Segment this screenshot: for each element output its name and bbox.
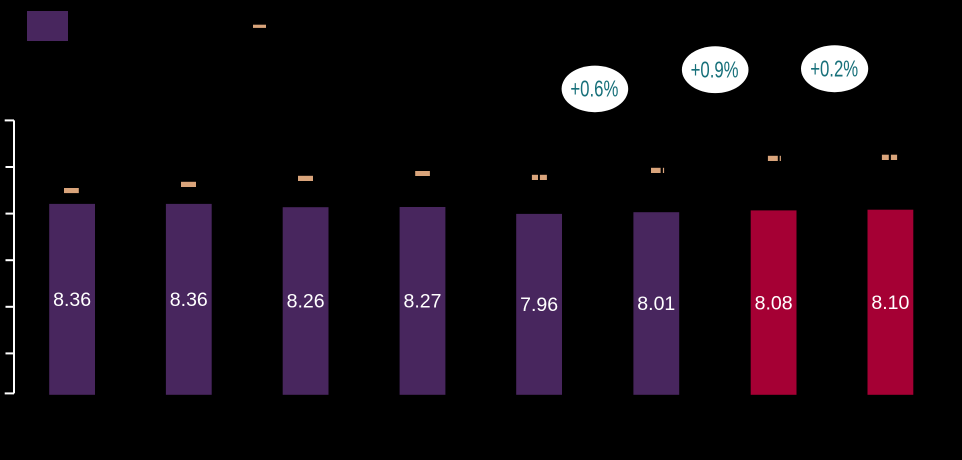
svg-text:8.26: 8.26: [287, 291, 325, 313]
svg-text:8.08: 8.08: [755, 292, 793, 314]
svg-text:+0.9%: +0.9%: [691, 56, 739, 82]
svg-text:+0.6%: +0.6%: [570, 76, 618, 102]
svg-text:8.36: 8.36: [53, 289, 91, 311]
svg-text:7.96: 7.96: [520, 294, 558, 316]
svg-text:8.36: 8.36: [170, 289, 208, 311]
svg-text:+0.2%: +0.2%: [810, 55, 858, 81]
svg-text:8.01: 8.01: [637, 293, 675, 315]
svg-text:8.27: 8.27: [404, 291, 442, 313]
svg-text:8.10: 8.10: [871, 292, 909, 314]
